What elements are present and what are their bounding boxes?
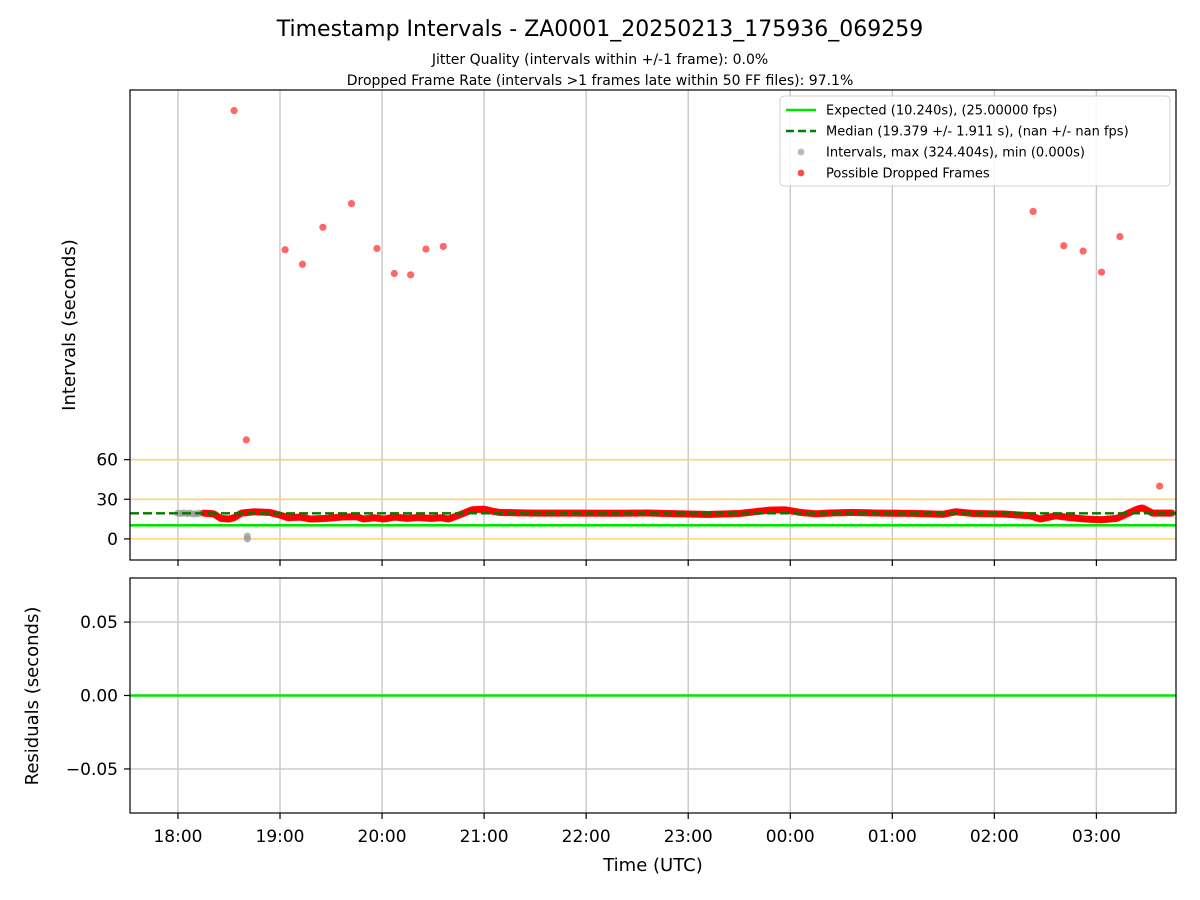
legend-swatch-2: [797, 148, 805, 156]
dropped-frame-outlier-0: [230, 106, 238, 115]
legend-box: [779, 95, 1171, 187]
legend-label-0: Expected (10.240s), (25.00000 fps): [826, 104, 1057, 119]
residuals-y-tick-label-1: 0.00: [80, 687, 118, 707]
legend-entry-1: Median (19.379 +/- 1.911 s), (nan +/- na…: [786, 125, 1129, 140]
dropped-frame-outlier-11: [1029, 207, 1037, 216]
dropped-frame-outlier-6: [373, 244, 381, 253]
dropped-frame-outlier-8: [407, 271, 415, 279]
dropped-frame-outlier-12: [1060, 242, 1068, 250]
x-tick-label-19:00: 19:00: [256, 827, 305, 847]
intervals-y-tick-label-0: 0: [107, 530, 118, 550]
dropped-frame-outlier-2: [281, 246, 289, 254]
intervals-plot-area: [130, 90, 1176, 560]
x-tick-label-23:00: 23:00: [664, 827, 713, 847]
interval-point-9: [243, 535, 251, 543]
chart-subtitle-jitter: Jitter Quality (intervals within +/-1 fr…: [431, 52, 768, 68]
intervals-y-tick-label-30: 30: [96, 490, 118, 510]
legend-entry-3: Possible Dropped Frames: [797, 167, 990, 182]
residuals-y-tick-label-2: 0.05: [80, 613, 118, 633]
legend-label-2: Intervals, max (324.404s), min (0.000s): [826, 146, 1085, 161]
residuals-y-tick-label-0: −0.05: [66, 760, 118, 780]
intervals-y-tick-label-60: 60: [96, 451, 118, 471]
residuals-plot-area: [130, 578, 1176, 813]
residuals-panel: −0.05 0.00 0.05: [66, 577, 1177, 814]
legend-swatch-3: [797, 169, 805, 177]
x-axis-label: Time (UTC): [602, 855, 703, 876]
intervals-panel: 0 30 60: [96, 89, 1177, 566]
dropped-frame-outlier-1: [242, 436, 250, 444]
x-tick-label-18:00: 18:00: [153, 827, 202, 847]
x-tick-label-01:00: 01:00: [868, 827, 917, 847]
dropped-frame-outlier-16: [1156, 482, 1164, 490]
legend-entry-2: Intervals, max (324.404s), min (0.000s): [797, 146, 1085, 161]
dropped-frame-outlier-9: [422, 245, 430, 253]
residuals-y-label: Residuals (seconds): [22, 607, 43, 786]
time-axis: 18:00 19:00 20:00 21:00 22:00 23:00 00:00 01:00…: [153, 813, 1121, 847]
x-tick-label-02:00: 02:00: [970, 827, 1019, 847]
dropped-frame-outlier-4: [319, 223, 327, 231]
dropped-frame-outlier-7: [390, 269, 398, 278]
legend-label-3: Possible Dropped Frames: [826, 167, 990, 182]
dropped-frame-outlier-3: [298, 260, 307, 268]
x-tick-label-21:00: 21:00: [460, 827, 509, 847]
legend-label-1: Median (19.379 +/- 1.911 s), (nan +/- na…: [826, 125, 1129, 140]
dropped-frame-outlier-5: [347, 199, 356, 208]
x-tick-label-03:00: 03:00: [1072, 827, 1121, 847]
intervals-y-label: Intervals (seconds): [59, 239, 80, 411]
intervals-frame: [129, 89, 1177, 561]
x-tick-label-20:00: 20:00: [358, 827, 407, 847]
x-tick-label-22:00: 22:00: [562, 827, 611, 847]
chart-subtitle-dropped: Dropped Frame Rate (intervals >1 frames …: [347, 73, 854, 89]
legend-entry-0: Expected (10.240s), (25.00000 fps): [786, 104, 1057, 119]
dropped-frame-outlier-10: [439, 242, 447, 251]
dropped-frame-outlier-15: [1116, 232, 1124, 241]
x-tick-label-00:00: 00:00: [766, 827, 815, 847]
legend: Expected (10.240s), (25.00000 fps) Median…: [779, 95, 1171, 187]
chart-title: Timestamp Intervals - ZA0001_20250213_17…: [276, 17, 924, 42]
dropped-frame-outlier-14: [1097, 268, 1106, 276]
dropped-frame-outlier-13: [1079, 247, 1087, 255]
